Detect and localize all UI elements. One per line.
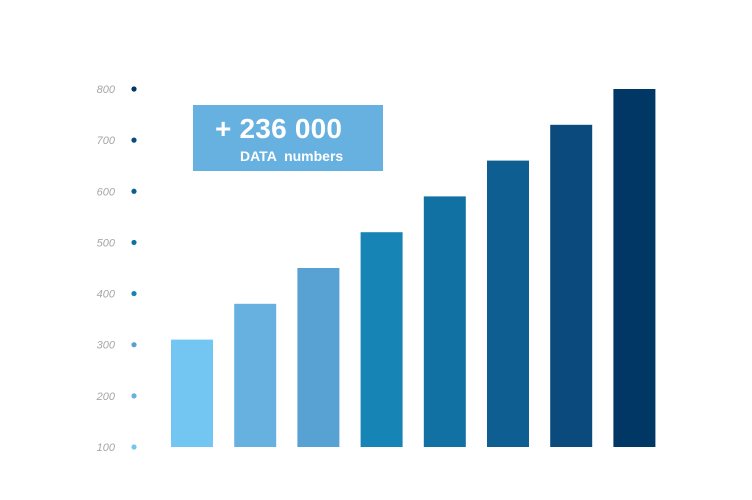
y-tick-label: 600: [97, 186, 116, 198]
y-tick-label: 300: [97, 340, 116, 352]
y-tick-label: 200: [96, 391, 116, 403]
summary-callout: + 236 000 DATA numbers: [193, 105, 383, 171]
y-tick-dot: [131, 86, 137, 92]
bar: [423, 196, 466, 447]
y-tick-dot: [131, 137, 137, 143]
y-axis: 100 200 300 400 500 600 700 800: [96, 84, 137, 454]
y-tick-label: 700: [97, 135, 116, 147]
bar: [550, 124, 593, 448]
y-tick-dot: [131, 188, 137, 194]
bars-group: [171, 89, 656, 448]
bar: [171, 339, 213, 447]
y-tick-dot: [131, 239, 137, 246]
y-tick-dot: [131, 342, 137, 348]
y-tick-dot: [131, 444, 137, 450]
y-tick-label: 100: [97, 442, 116, 454]
y-tick-label: 500: [97, 237, 116, 249]
y-tick-dot: [131, 290, 137, 297]
bar: [613, 89, 656, 447]
bar: [234, 303, 277, 447]
bar: [297, 268, 340, 447]
y-tick-label: 400: [97, 289, 116, 301]
callout-value: + 236 000: [215, 113, 343, 144]
bar: [360, 232, 403, 447]
callout-caption: DATA numbers: [240, 148, 344, 164]
y-tick-dot: [131, 393, 137, 399]
bar: [487, 160, 529, 447]
y-tick-label: 800: [97, 84, 116, 96]
